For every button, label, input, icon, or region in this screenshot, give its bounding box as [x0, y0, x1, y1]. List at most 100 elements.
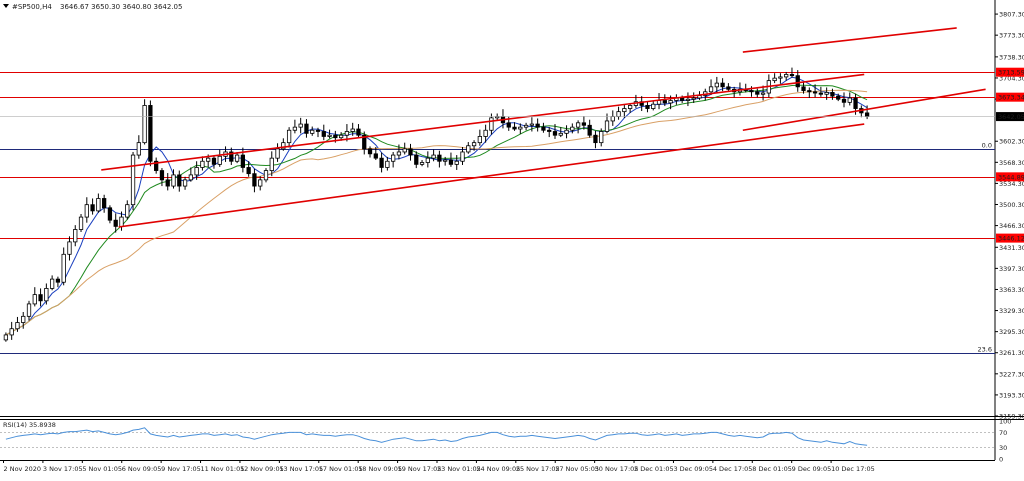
candle-body	[627, 105, 633, 109]
candle	[78, 213, 84, 232]
candle-body	[807, 90, 812, 93]
chart-header: #SP500,H4 3646.67 3650.30 3640.80 3642.0…	[3, 3, 182, 11]
candle-body	[90, 204, 95, 212]
candle	[107, 205, 113, 224]
level-tag-bg-3	[996, 233, 1024, 243]
time-tick-label: 23 Nov 01:05	[437, 465, 481, 473]
candle-body	[44, 288, 49, 302]
candle	[402, 142, 407, 155]
rsi-pane: 100 70 30 0	[0, 418, 1011, 464]
collapse-triangle-icon[interactable]	[3, 4, 9, 8]
candle-body	[512, 126, 517, 130]
candle	[489, 113, 494, 135]
time-tick-label: 3 Nov 17:05	[43, 465, 83, 473]
candle-body	[853, 97, 858, 109]
candle	[547, 127, 552, 138]
candle-body	[760, 92, 766, 95]
time-tick-label: 5 Nov 01:05	[82, 465, 122, 473]
candle	[200, 156, 205, 171]
rsi-tick-label: 100	[999, 418, 1011, 426]
symbol-label: #SP500,H4	[12, 3, 52, 11]
candle	[61, 247, 66, 286]
candle	[292, 119, 298, 134]
candle	[136, 135, 141, 159]
candle	[298, 117, 303, 134]
channel-line-2[interactable]	[742, 88, 986, 132]
candle	[454, 155, 459, 170]
candle-body	[610, 116, 615, 122]
time-axis: 2 Nov 2020 3 Nov 17:05 5 Nov 01:05 6 Nov 09…	[3, 460, 875, 473]
candle-body	[818, 92, 824, 95]
price-tick-label: 3704.30	[999, 74, 1024, 82]
candle	[3, 332, 9, 342]
level-tag-3: 3446.12	[998, 235, 1024, 243]
candle-body	[460, 151, 465, 162]
candle-body	[812, 91, 818, 94]
candle	[518, 123, 523, 134]
channel-lines[interactable]	[101, 27, 986, 228]
candle	[367, 146, 373, 158]
candle	[234, 151, 240, 164]
channel-line-0[interactable]	[101, 73, 865, 171]
time-tick-label: 27 Nov 05:05	[555, 465, 599, 473]
candle	[38, 288, 43, 307]
time-tick-label: 11 Nov 01:05	[201, 465, 245, 473]
candle	[258, 176, 263, 191]
channel-line-3[interactable]	[742, 27, 957, 53]
candle	[570, 123, 575, 134]
candle	[691, 92, 696, 103]
candle	[154, 157, 159, 174]
candle-body	[107, 207, 113, 221]
candle	[419, 160, 425, 167]
price-tick-label: 3363.30	[999, 286, 1024, 294]
candle-body	[234, 154, 240, 162]
candle-body	[321, 131, 326, 137]
candle	[315, 127, 321, 138]
price-tick-label: 3295.30	[999, 328, 1024, 336]
candle	[286, 127, 292, 148]
candle	[685, 92, 691, 107]
candle-body	[443, 159, 448, 162]
time-tick-label: 12 Nov 09:05	[240, 465, 284, 473]
candle	[431, 149, 436, 162]
candle	[55, 276, 61, 288]
candle	[327, 129, 332, 139]
candle	[535, 118, 540, 132]
candle	[188, 167, 193, 182]
price-tick-label: 3227.30	[999, 370, 1024, 378]
candle	[552, 124, 558, 139]
candle	[26, 300, 32, 321]
price-tick-label: 3500.30	[999, 201, 1024, 209]
candle	[350, 122, 355, 136]
candle-body	[315, 129, 321, 132]
time-tick-label: 2 Dec 01:05	[634, 465, 674, 473]
candle	[425, 151, 430, 168]
candle	[9, 321, 14, 340]
price-tick-label: 3193.30	[999, 391, 1024, 399]
candle	[760, 85, 766, 101]
channel-line-1[interactable]	[118, 123, 865, 228]
candle	[171, 169, 176, 189]
candle-body	[148, 105, 153, 162]
candle	[784, 71, 789, 81]
candle-body	[136, 142, 141, 156]
candle	[778, 73, 783, 84]
price-tick-label: 3773.30	[999, 32, 1024, 40]
candle-body	[125, 204, 130, 218]
candle-body	[119, 216, 124, 227]
candle-body	[604, 120, 610, 132]
level-tag-0: 3713.59	[998, 69, 1024, 77]
level-tag-bg-2	[996, 172, 1024, 182]
candle-body	[130, 154, 136, 206]
price-tick-label: 3431.30	[999, 244, 1024, 252]
candle-body	[188, 174, 193, 181]
rsi-title: RSI(14) 35.8938	[3, 421, 56, 429]
candle	[437, 150, 442, 168]
candle	[847, 92, 852, 106]
fib-label-0: 0.0	[982, 142, 992, 150]
candle	[44, 283, 49, 305]
candle-body	[385, 160, 390, 168]
candle-body	[96, 198, 101, 212]
